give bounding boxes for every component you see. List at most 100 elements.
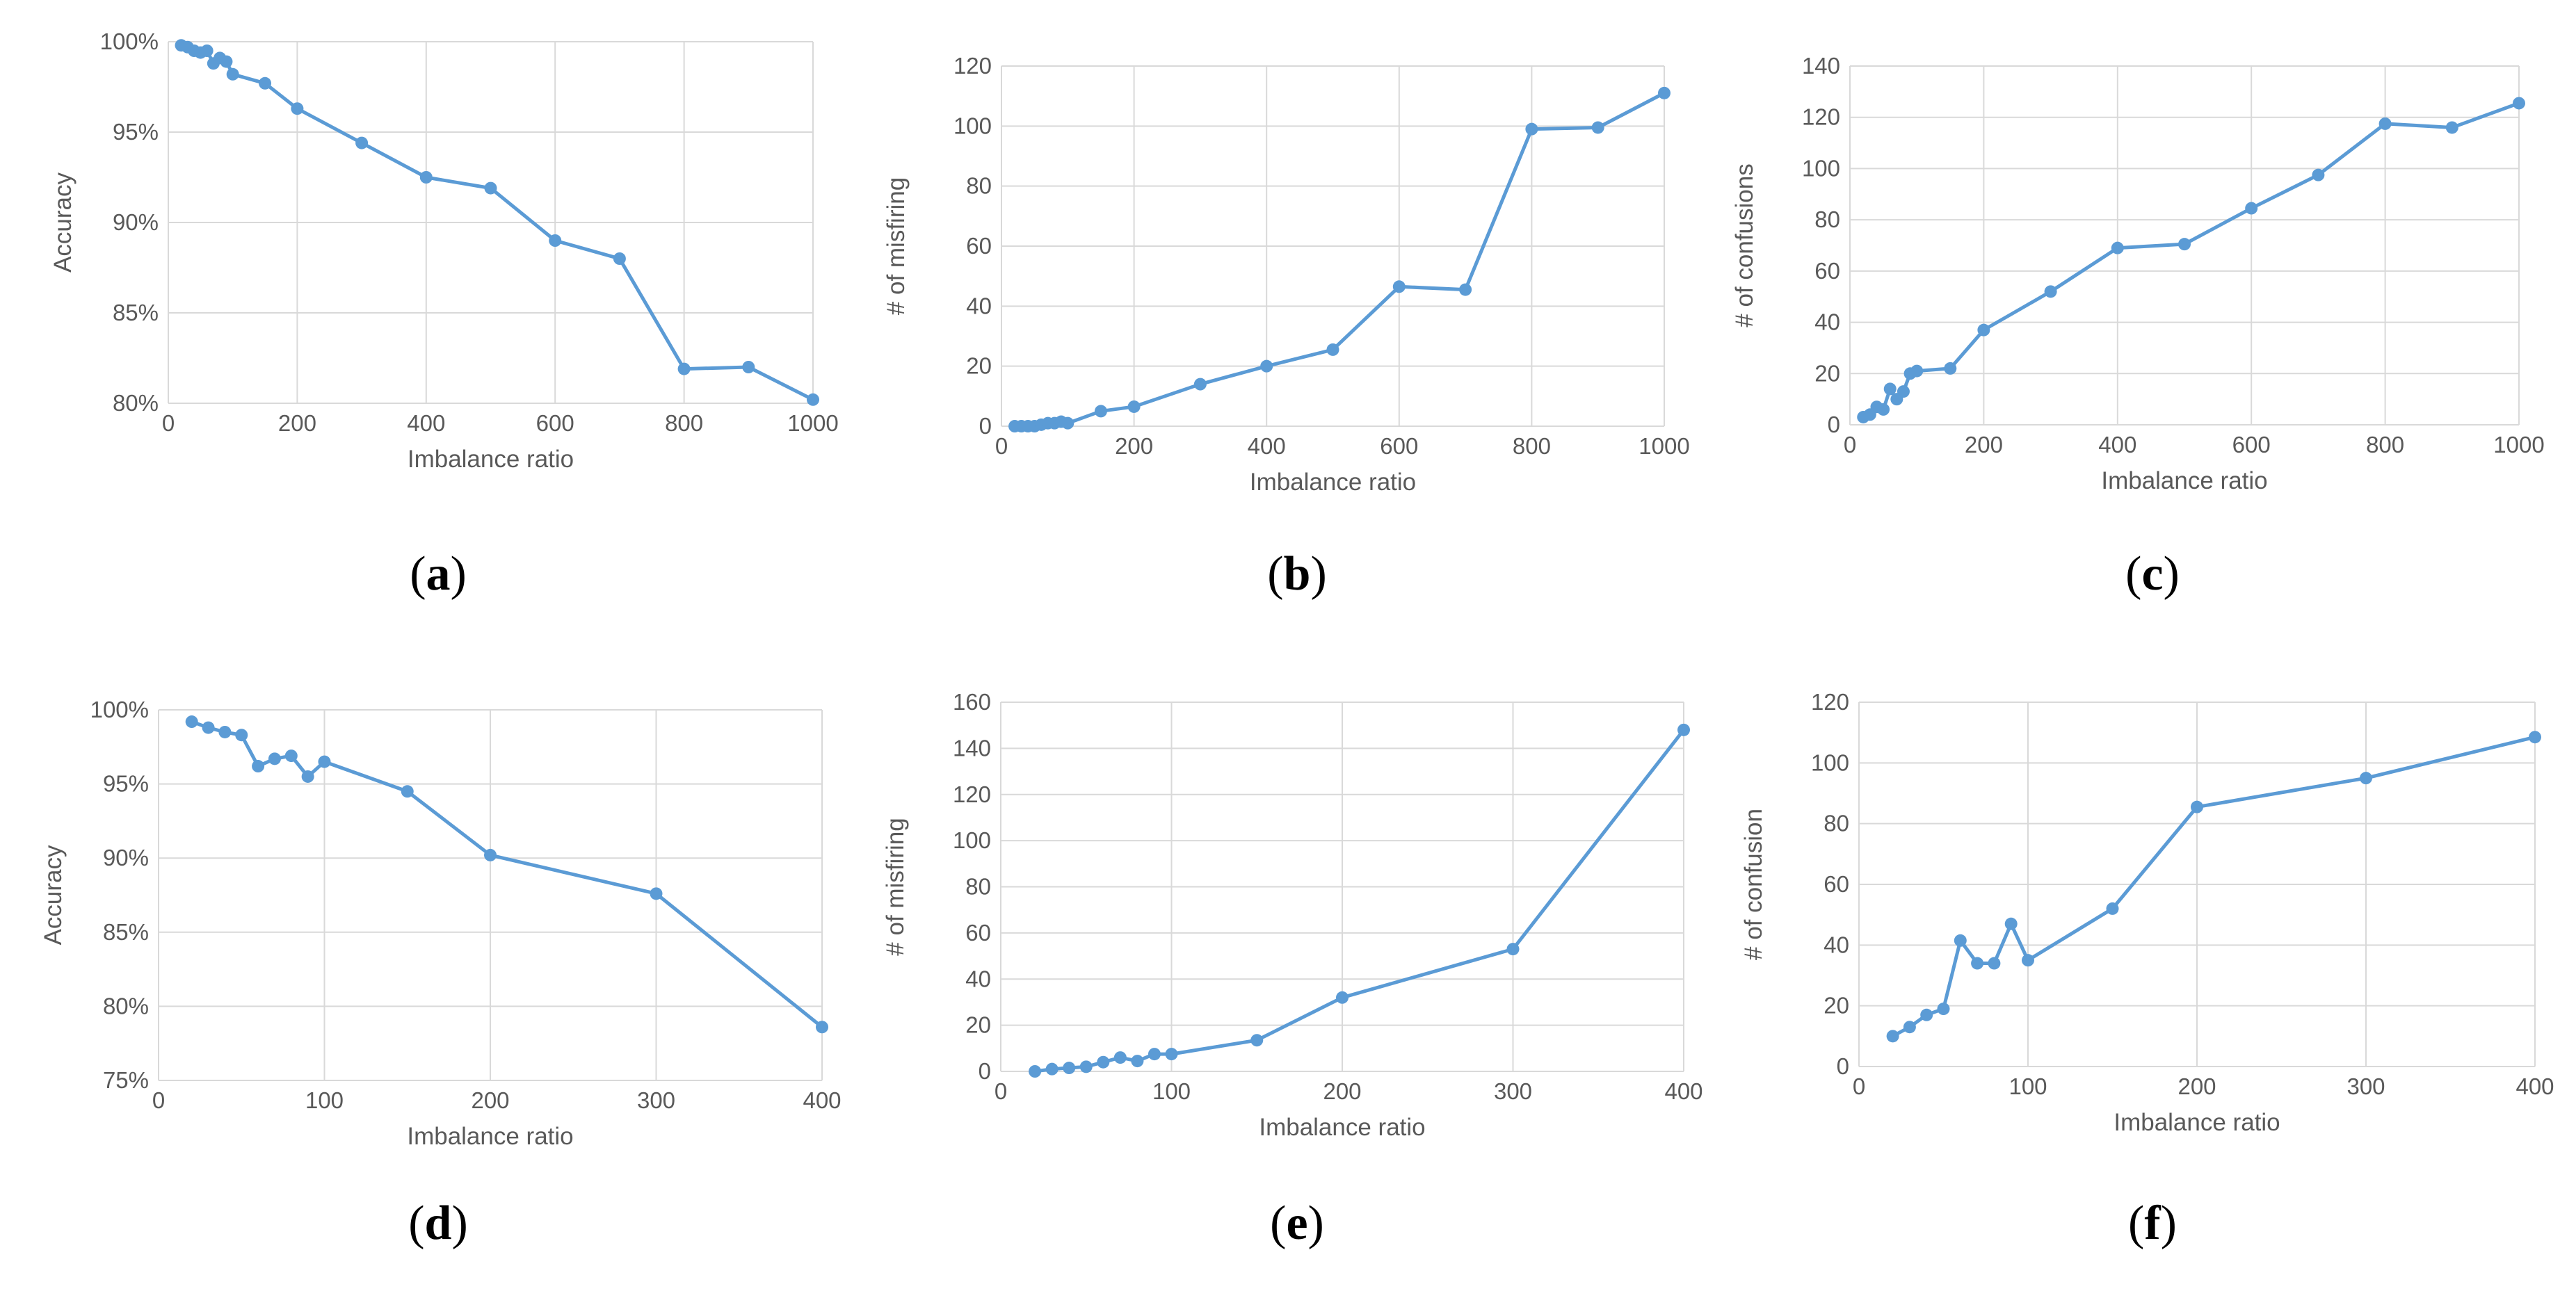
x-tick-label: 0 [995,1078,1007,1104]
data-point [1165,1048,1178,1061]
panel-caption: (b) [1267,547,1327,601]
data-point [484,848,497,861]
data-point [549,234,562,247]
x-tick-label: 300 [1494,1078,1532,1104]
data-point [2312,168,2325,181]
x-tick-label: 400 [2098,432,2136,457]
data-point [226,67,239,81]
x-axis-label: Imbalance ratio [408,446,574,473]
data-point [1326,343,1339,356]
data-point [259,76,272,90]
caption-open: ( [1267,547,1283,601]
y-tick-label: 60 [1814,258,1840,284]
caption-close: ) [1310,547,1326,601]
y-tick-label: 0 [1828,412,1840,437]
series-line [1892,735,2536,1038]
x-tick-label: 0 [152,1087,165,1113]
data-point [1061,416,1074,430]
y-tick-label: 80 [1814,206,1840,232]
data-point [284,749,298,763]
x-tick-label: 0 [1844,432,1856,457]
data-point [677,362,691,375]
x-tick-label: 200 [1965,432,2003,457]
data-point [613,252,626,265]
y-tick-label: 20 [966,353,992,379]
y-tick-label: 120 [1811,689,1849,715]
data-point [1097,1055,1110,1069]
x-tick-label: 1000 [787,410,838,436]
chart-panel-f: 0 100 200 300 400 0 20 40 60 80 100 120 Imbalance ra… [1740,689,2554,1250]
data-point [1525,122,1538,136]
data-point [1127,400,1141,413]
data-point [401,785,414,798]
data-point [816,1021,828,1034]
y-axis-label: # of misfiring [883,177,910,315]
data-point [2111,241,2124,254]
y-tick-label: 95% [103,771,149,797]
data-point [1029,1065,1042,1078]
y-tick-label: 75% [103,1067,149,1093]
x-tick-label: 200 [471,1087,509,1113]
data-point [1897,385,1910,398]
x-tick-label: 100 [305,1087,344,1113]
x-axis-label: Imbalance ratio [407,1123,573,1150]
caption-letter: a [426,547,451,601]
data-point [2378,117,2392,130]
y-tick-label: 100% [100,29,159,54]
x-tick-label: 0 [995,433,1008,459]
x-tick-label: 800 [1513,433,1551,459]
x-tick-label: 0 [1853,1073,1865,1099]
y-tick-label: 40 [1824,932,1849,957]
caption-letter: e [1286,1197,1307,1250]
data-point [1336,991,1349,1004]
data-point [1148,1048,1161,1061]
x-tick-label: 0 [162,410,175,436]
y-tick-label: 0 [1837,1053,1849,1079]
data-point [1954,934,1967,947]
y-axis-label: Accuracy [40,845,67,945]
y-tick-label: 95% [113,119,159,145]
y-tick-label: 100 [953,827,991,853]
panel-caption: (e) [1270,1197,1324,1250]
x-tick-label: 100 [1152,1078,1191,1104]
panel-caption: (c) [2125,547,2180,601]
data-point [1977,323,1990,337]
data-point [1677,723,1690,736]
data-point [301,770,314,783]
data-point [1877,403,1890,416]
data-point [1079,1060,1093,1073]
data-point [2044,285,2057,298]
x-tick-label: 600 [536,410,574,436]
data-point [1920,1008,1933,1021]
x-tick-label: 600 [2232,432,2271,457]
data-point [218,725,232,738]
y-tick-label: 100 [1811,749,1849,775]
series-line [1015,91,1666,428]
data-point [318,755,331,768]
data-point [1063,1062,1076,1075]
x-tick-label: 800 [665,410,703,436]
y-tick-label: 120 [953,53,992,79]
data-point [484,181,497,195]
caption-open: ( [2128,1197,2144,1250]
y-tick-label: 80 [966,173,992,199]
y-tick-label: 40 [966,293,992,318]
y-axis-label: # of confusion [1740,809,1767,960]
y-tick-label: 85% [103,919,149,945]
series-line [1862,102,2520,419]
data-point [1392,280,1406,293]
data-point [1459,283,1472,296]
caption-open: ( [2125,547,2141,601]
data-point [2445,121,2458,134]
data-point [1113,1051,1127,1064]
x-tick-label: 1000 [2493,432,2544,457]
x-tick-label: 300 [2346,1073,2385,1099]
data-point [1903,1021,1916,1034]
caption-close: ) [2164,547,2180,601]
y-axis-label: Accuracy [49,172,77,273]
series-line [1034,729,1685,1073]
y-axis-label: # of confusions [1731,163,1758,327]
x-tick-label: 200 [278,410,316,436]
y-tick-label: 160 [953,689,991,715]
data-point [2245,202,2258,215]
